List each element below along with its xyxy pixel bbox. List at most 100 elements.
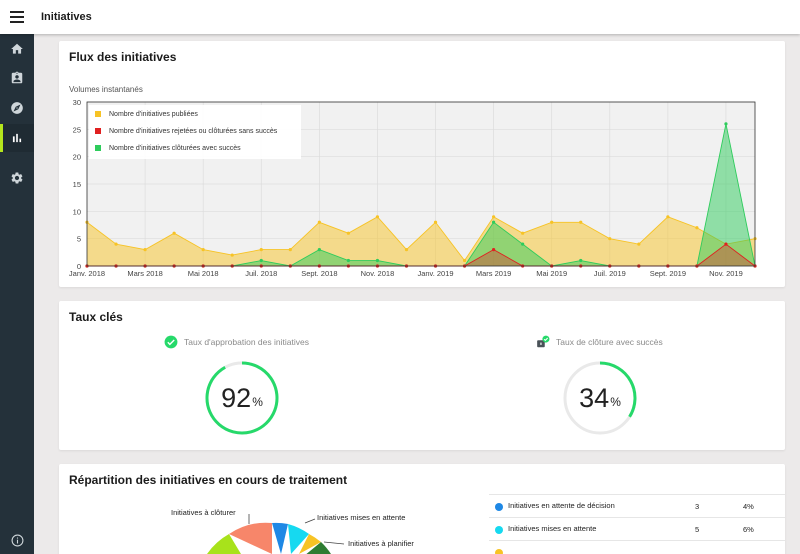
row-count: 3	[695, 494, 743, 518]
x-tick-label: Sept. 2018	[301, 269, 337, 278]
point-success[interactable]	[317, 248, 321, 252]
taux-title: Taux clés	[69, 310, 123, 324]
row-percent: 4%	[743, 494, 785, 518]
check-circle-icon	[164, 335, 178, 349]
point-published[interactable]	[259, 248, 263, 252]
legend-item-success[interactable]: Nombre d'initiatives clôturées avec succ…	[95, 142, 241, 154]
point-published[interactable]	[695, 226, 699, 230]
y-tick-label: 25	[73, 125, 81, 134]
table-row[interactable]	[489, 540, 785, 554]
donut-segment-yellow[interactable]	[299, 534, 321, 554]
approval-gauge: 92%	[204, 360, 280, 436]
point-published[interactable]	[608, 237, 612, 241]
donut-segment-green[interactable]	[304, 542, 331, 554]
point-success[interactable]	[724, 122, 728, 126]
gear-icon	[11, 172, 23, 184]
donut-segment-cyan[interactable]	[288, 524, 309, 554]
x-tick-label: Mai 2019	[536, 269, 567, 278]
flux-subtitle: Volumes instantanés	[69, 85, 143, 94]
point-published[interactable]	[637, 242, 641, 246]
point-published[interactable]	[317, 220, 321, 224]
x-tick-label: Nov. 2018	[361, 269, 395, 278]
closure-gauge: 34%	[562, 360, 638, 436]
closure-kpi-label: Taux de clôture avec succès	[536, 335, 663, 349]
repartition-table: Initiatives en attente de décision 3 4% …	[489, 494, 785, 554]
row-count	[695, 540, 743, 554]
legend-item-published[interactable]: Nombre d'initiatives publiées	[95, 108, 198, 120]
table-row[interactable]: Initiatives en attente de décision 3 4%	[489, 494, 785, 518]
approval-kpi-text: Taux d'approbation des initiatives	[184, 337, 309, 347]
row-label: Initiatives mises en attente	[508, 524, 597, 534]
donut-label-cloturer: Initiatives à clôturer	[171, 508, 236, 517]
row-percent	[743, 540, 785, 554]
sidebar-item-statistics[interactable]	[0, 124, 34, 152]
point-published[interactable]	[201, 248, 205, 252]
donut-leader-planifier	[323, 541, 345, 545]
sidebar-item-settings[interactable]	[0, 164, 34, 192]
point-success[interactable]	[346, 258, 350, 263]
point-published[interactable]	[172, 231, 176, 235]
x-tick-label: Juil. 2018	[245, 269, 277, 278]
point-published[interactable]	[404, 248, 409, 252]
point-published[interactable]	[230, 253, 234, 257]
table-row[interactable]: Initiatives mises en attente 5 6%	[489, 517, 785, 541]
y-tick-label: 10	[73, 207, 81, 216]
point-success[interactable]	[375, 258, 380, 263]
sidebar-item-initiatives[interactable]	[0, 64, 34, 92]
series-line-published[interactable]	[86, 216, 756, 262]
x-tick-label: Mars 2018	[127, 269, 162, 278]
sidebar-item-explore[interactable]	[0, 94, 34, 122]
point-rejected[interactable]	[724, 242, 728, 246]
legend-item-rejected[interactable]: Nombre d'initiatives rejetées ou clôturé…	[95, 125, 277, 137]
point-published[interactable]	[579, 220, 583, 224]
point-published[interactable]	[346, 231, 350, 235]
legend-swatch-success	[95, 145, 101, 151]
donut-segment-salmon[interactable]	[229, 522, 272, 554]
point-published[interactable]	[375, 215, 380, 219]
point-published[interactable]	[462, 258, 467, 263]
plot-frame	[86, 101, 756, 267]
y-tick-label: 20	[73, 153, 81, 162]
row-color-dot	[495, 525, 503, 534]
donut-label-planifier: Initiatives à planifier	[348, 539, 414, 548]
x-tick-label: Juil. 2019	[594, 269, 626, 278]
point-success[interactable]	[579, 258, 583, 263]
point-rejected[interactable]	[492, 248, 496, 252]
y-tick-label: 30	[73, 98, 81, 107]
approval-gauge-value: 92%	[204, 360, 280, 436]
point-published[interactable]	[288, 248, 292, 252]
sidebar-item-home[interactable]	[0, 35, 34, 63]
hamburger-icon[interactable]	[0, 0, 34, 34]
home-icon	[11, 43, 23, 54]
repartition-card: Répartition des initiatives en cours de …	[59, 464, 785, 554]
y-tick-label: 5	[77, 235, 81, 244]
donut-segment-lime[interactable]	[207, 534, 241, 554]
point-published[interactable]	[666, 215, 670, 219]
donut-segment-blue[interactable]	[272, 522, 288, 554]
row-color-dot	[495, 548, 503, 554]
badge-icon	[11, 71, 23, 84]
info-icon	[11, 534, 23, 546]
x-tick-label: Janv. 2018	[69, 269, 105, 278]
point-published[interactable]	[114, 242, 118, 246]
point-published[interactable]	[433, 220, 438, 224]
closure-value: 34	[579, 382, 610, 413]
taux-card: Taux clés Taux d'approbation des initiat…	[59, 301, 785, 450]
flux-card: Flux des initiatives Volumes instantanés…	[59, 41, 785, 287]
row-percent: 6%	[743, 517, 785, 541]
point-published[interactable]	[143, 248, 147, 252]
point-published[interactable]	[550, 220, 554, 224]
point-success[interactable]	[492, 220, 496, 224]
point-published[interactable]	[492, 215, 496, 219]
closure-gauge-arc	[599, 361, 637, 418]
point-success[interactable]	[259, 258, 263, 263]
info-button[interactable]	[0, 528, 34, 552]
y-tick-label: 0	[77, 262, 81, 271]
sidebar	[0, 34, 34, 554]
point-published[interactable]	[521, 231, 525, 235]
locked-check-icon	[537, 335, 550, 348]
top-app-bar: Initiatives	[0, 0, 800, 34]
point-success[interactable]	[521, 242, 525, 246]
closure-kpi-text: Taux de clôture avec succès	[556, 337, 663, 347]
row-label: Initiatives en attente de décision	[508, 501, 615, 511]
